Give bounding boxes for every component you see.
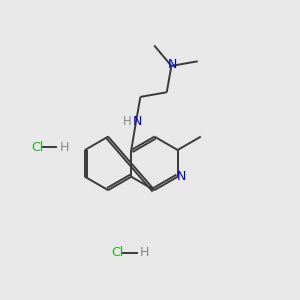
Text: H: H: [123, 115, 132, 128]
Text: N: N: [133, 115, 142, 128]
Text: Cl: Cl: [31, 140, 44, 154]
Text: N: N: [168, 58, 178, 71]
Text: H: H: [140, 246, 149, 259]
Text: N: N: [176, 170, 186, 183]
Text: H: H: [59, 140, 69, 154]
Text: Cl: Cl: [111, 246, 124, 259]
